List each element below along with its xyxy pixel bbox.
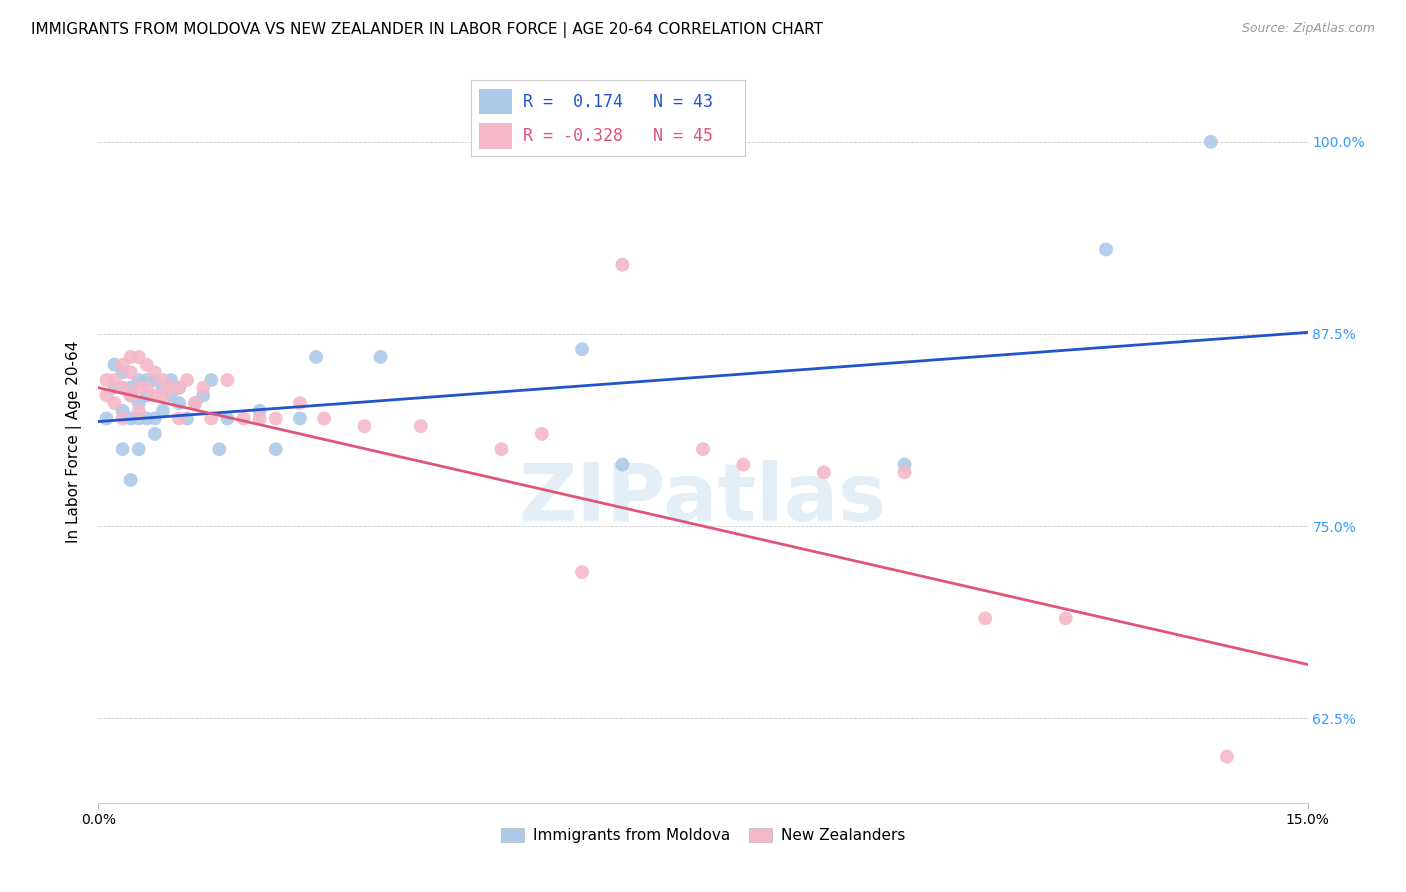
Point (167, 396, 190, 410)
Point (111, 381, 134, 395)
Point (111, 442, 134, 457)
Point (135, 381, 157, 395)
Point (264, 442, 287, 457)
Point (120, 411, 142, 425)
Point (167, 381, 190, 395)
Point (128, 350, 150, 364)
Point (103, 358, 125, 372)
Point (314, 411, 336, 425)
Point (893, 458, 915, 472)
Point (96, 388, 118, 402)
Text: ZIPatlas: ZIPatlas (519, 460, 887, 539)
Point (176, 373, 198, 387)
Point (128, 373, 150, 387)
Text: IMMIGRANTS FROM MOLDOVA VS NEW ZEALANDER IN LABOR FORCE | AGE 20-64 CORRELATION : IMMIGRANTS FROM MOLDOVA VS NEW ZEALANDER… (31, 22, 823, 38)
Point (264, 411, 287, 425)
Point (152, 373, 174, 387)
Point (184, 396, 207, 410)
Point (409, 419, 432, 434)
Point (612, 258, 634, 272)
Point (111, 358, 134, 372)
Point (143, 426, 166, 441)
Point (249, 404, 271, 418)
Point (1054, 611, 1077, 625)
Point (143, 388, 166, 402)
Point (370, 350, 392, 364)
Point (103, 381, 125, 395)
Point (152, 388, 174, 402)
Point (176, 411, 198, 425)
Point (353, 419, 375, 434)
Bar (479, 89, 512, 114)
Point (111, 365, 134, 379)
Point (288, 396, 311, 410)
Point (571, 565, 593, 579)
Point (530, 426, 553, 441)
Point (893, 465, 915, 479)
Point (120, 388, 142, 402)
Text: R =  0.174   N = 43: R = 0.174 N = 43 (523, 93, 713, 111)
Text: Source: ZipAtlas.com: Source: ZipAtlas.com (1241, 22, 1375, 36)
Point (167, 381, 190, 395)
Point (193, 388, 215, 402)
Point (733, 458, 755, 472)
Point (152, 404, 174, 418)
Point (103, 396, 125, 410)
Point (692, 442, 714, 457)
Point (120, 388, 142, 402)
Point (128, 411, 150, 425)
Point (160, 388, 183, 402)
Point (135, 411, 157, 425)
Bar (479, 123, 512, 149)
Point (612, 458, 634, 472)
Point (160, 381, 183, 395)
Y-axis label: In Labor Force | Age 20-64: In Labor Force | Age 20-64 (66, 341, 83, 542)
Point (232, 411, 254, 425)
Point (1199, 135, 1222, 149)
Point (160, 373, 183, 387)
Point (143, 411, 166, 425)
Point (135, 358, 157, 372)
Point (305, 350, 328, 364)
Point (96, 373, 118, 387)
Point (200, 411, 222, 425)
Point (152, 381, 174, 395)
Point (128, 404, 150, 418)
Point (1095, 243, 1118, 257)
Point (128, 381, 150, 395)
Legend: Immigrants from Moldova, New Zealanders: Immigrants from Moldova, New Zealanders (495, 822, 911, 849)
Point (111, 381, 134, 395)
Point (200, 373, 222, 387)
Point (1216, 749, 1239, 764)
Point (120, 473, 142, 487)
Point (167, 411, 190, 425)
Point (111, 411, 134, 425)
Point (120, 381, 142, 395)
Point (103, 373, 125, 387)
Point (143, 365, 166, 379)
Point (288, 411, 311, 425)
Text: R = -0.328   N = 45: R = -0.328 N = 45 (523, 127, 713, 145)
Point (120, 365, 142, 379)
Point (96, 411, 118, 425)
Point (128, 396, 150, 410)
Point (193, 381, 215, 395)
Point (135, 373, 157, 387)
Point (128, 442, 150, 457)
Point (217, 411, 239, 425)
Point (120, 350, 142, 364)
Point (571, 343, 593, 357)
Point (135, 388, 157, 402)
Point (111, 404, 134, 418)
Point (491, 442, 513, 457)
Point (208, 442, 231, 457)
Point (217, 373, 239, 387)
Point (143, 373, 166, 387)
Point (974, 611, 997, 625)
Point (249, 411, 271, 425)
Point (184, 396, 207, 410)
Point (813, 465, 835, 479)
